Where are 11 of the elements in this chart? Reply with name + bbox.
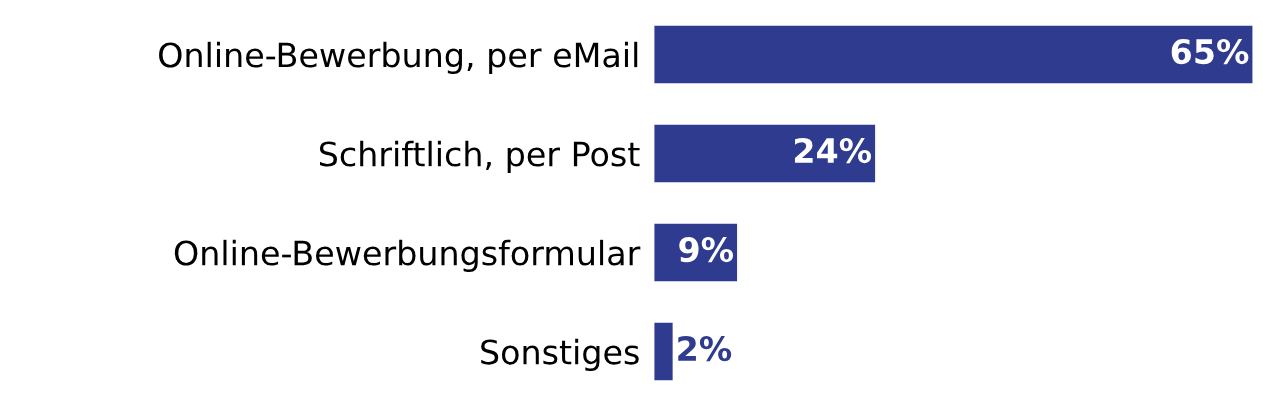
y-tick-label: Sonstiges xyxy=(481,338,639,372)
y-tick-label: Online-Bewerbung, per eMail xyxy=(159,41,638,75)
bar xyxy=(654,25,1253,84)
data-label: 2% xyxy=(678,335,732,362)
bar xyxy=(654,124,876,183)
data-label: 24% xyxy=(794,137,872,164)
y-tick-label: Online-Bewerbungsformular xyxy=(174,239,641,273)
data-label: 9% xyxy=(679,236,734,263)
bar xyxy=(654,322,673,381)
y-tick-label: Schriftlich, per Post xyxy=(319,140,640,174)
data-label: 65% xyxy=(1171,38,1249,65)
